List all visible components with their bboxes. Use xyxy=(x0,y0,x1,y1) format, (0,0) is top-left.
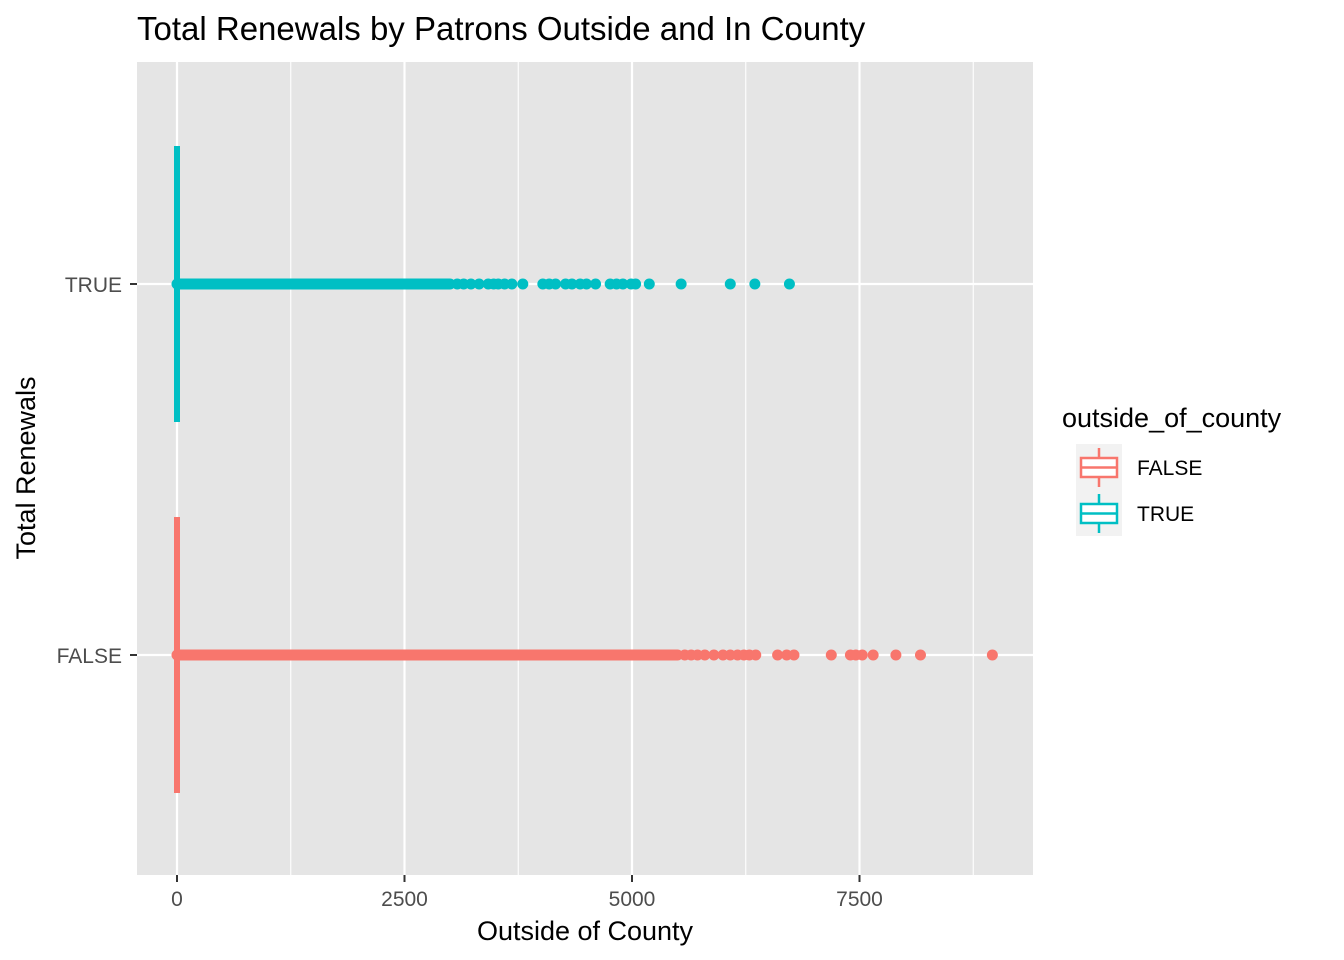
outlier-point xyxy=(699,649,711,661)
outlier-point xyxy=(750,649,762,661)
outlier-point xyxy=(772,649,784,661)
series-true xyxy=(171,146,795,422)
outlier-point xyxy=(517,278,529,290)
legend-label-false: FALSE xyxy=(1137,457,1202,480)
outlier-point xyxy=(788,649,800,661)
legend: outside_of_county FALSE TRUE xyxy=(1062,403,1282,536)
chart-title: Total Renewals by Patrons Outside and In… xyxy=(137,10,866,47)
outlier-point xyxy=(581,278,592,290)
y-tick-label: FALSE xyxy=(57,645,122,668)
outlier-point xyxy=(708,649,720,661)
outlier-point xyxy=(890,649,902,661)
outlier-point xyxy=(825,649,837,661)
outlier-point xyxy=(986,649,998,661)
outlier-point xyxy=(590,278,602,290)
x-tick-label: 7500 xyxy=(836,888,883,911)
outlier-point xyxy=(465,278,477,290)
outlier-point xyxy=(783,278,795,290)
y-axis-title: Total Renewals xyxy=(11,376,41,559)
x-tick-label: 5000 xyxy=(609,888,656,911)
x-tick-label: 0 xyxy=(171,888,183,911)
outlier-point xyxy=(914,649,926,661)
outlier-point xyxy=(473,278,485,290)
outlier-point xyxy=(724,278,736,290)
outlier-point xyxy=(550,278,562,290)
plot-panel xyxy=(137,62,1033,875)
x-tick-label: 2500 xyxy=(381,888,428,911)
outlier-point xyxy=(856,649,868,661)
outlier-point xyxy=(675,278,687,290)
series-false xyxy=(171,517,998,793)
x-axis-title: Outside of County xyxy=(477,916,694,946)
outlier-point xyxy=(749,278,761,290)
outlier-point xyxy=(643,278,655,290)
legend-key-false xyxy=(1079,448,1119,487)
legend-label-true: TRUE xyxy=(1137,503,1194,526)
outlier-point xyxy=(617,278,629,290)
legend-key-true xyxy=(1079,494,1119,533)
y-tick-label: TRUE xyxy=(65,274,122,297)
legend-title: outside_of_county xyxy=(1062,403,1282,433)
axes: 0 2500 5000 7500 TRUE FALSE xyxy=(57,274,883,911)
data-marks xyxy=(171,146,998,793)
outlier-point xyxy=(630,278,642,290)
outlier-point xyxy=(506,278,518,290)
outlier-point xyxy=(566,278,578,290)
outlier-point xyxy=(867,649,879,661)
